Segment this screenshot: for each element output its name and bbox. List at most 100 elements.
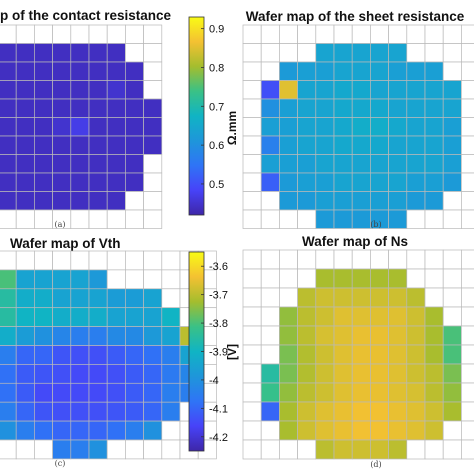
heatmap-cell-b-r4c5 [333, 98, 353, 118]
empty-cell-b-r0c4 [315, 24, 335, 44]
heatmap-cell-d-r7c1 [260, 382, 280, 403]
empty-cell-d-r3c1 [260, 306, 280, 327]
heatmap-cell-d-r7c2 [279, 382, 298, 403]
empty-cell-a-r1c7 [125, 43, 144, 63]
heatmap-cell-a-r4c1 [15, 98, 35, 118]
heatmap-cell-a-r3c7 [125, 80, 144, 100]
panel-c-label: (c) [55, 459, 66, 468]
heatmap-cell-c-r8c0 [0, 401, 17, 422]
heatmap-cell-d-r10c4 [315, 439, 335, 460]
heatmap-cell-d-r3c10 [424, 306, 444, 327]
heatmap-cell-a-r7c7 [125, 154, 144, 174]
empty-cell-d-r10c11 [442, 439, 462, 460]
heatmap-cell-a-r4c0 [0, 98, 17, 118]
heatmap-cell-b-r3c1 [260, 80, 280, 100]
heatmap-cell-b-r9c8 [388, 191, 408, 211]
heatmap-cell-d-r1c8 [388, 268, 408, 289]
heatmap-cell-d-r5c8 [388, 344, 408, 365]
heatmap-cell-c-r8c2 [34, 401, 53, 422]
heatmap-cell-d-r9c9 [406, 420, 426, 441]
heatmap-cell-d-r4c2 [279, 325, 298, 346]
heatmap-cell-a-r3c5 [88, 80, 108, 100]
heatmap-cell-a-r6c1 [15, 135, 35, 155]
empty-cell-d-r7c0 [242, 382, 262, 403]
heatmap-cell-b-r9c6 [351, 191, 371, 211]
empty-cell-b-r3c12 [461, 80, 474, 100]
heatmap-cell-d-r6c8 [388, 363, 408, 384]
heatmap-cell-a-r7c2 [34, 154, 53, 174]
colorbar-tick-label: -3.6 [209, 261, 228, 273]
colorbar-tick-label: -4.1 [209, 403, 228, 415]
empty-cell-b-r6c12 [461, 135, 474, 155]
heatmap-cell-a-r3c1 [15, 80, 35, 100]
empty-cell-d-r2c10 [424, 287, 444, 308]
heatmap-cell-a-r5c2 [34, 117, 53, 137]
heatmap-cell-a-r8c4 [70, 172, 90, 192]
empty-cell-d-r0c11 [442, 249, 462, 270]
heatmap-cell-c-r6c9 [161, 364, 181, 384]
heatmap-cell-b-r8c5 [333, 172, 353, 192]
heatmap-cell-d-r9c8 [388, 420, 408, 441]
heatmap-cell-d-r7c3 [297, 382, 317, 403]
heatmap-cell-b-r7c7 [370, 154, 389, 174]
heatmap-cell-c-r7c5 [88, 382, 108, 403]
heatmap-cell-a-r4c8 [143, 98, 163, 118]
panel-c-title: Wafer map of Vth [10, 236, 121, 251]
heatmap-cell-b-r9c2 [279, 191, 298, 211]
heatmap-cell-a-r3c2 [34, 80, 53, 100]
heatmap-cell-b-r4c4 [315, 98, 335, 118]
colorbar-top-ticks: 0.9 0.8 0.7 0.6 0.5 [201, 24, 224, 191]
heatmap-cell-b-r9c3 [297, 191, 317, 211]
empty-cell-a-r10c8 [143, 209, 163, 229]
empty-cell-c-r0c0 [0, 250, 17, 271]
empty-cell-c-r0c9 [161, 250, 181, 271]
heatmap-cell-c-r4c2 [34, 326, 53, 346]
heatmap-cell-b-r5c11 [442, 117, 462, 137]
empty-cell-b-r0c11 [442, 24, 462, 44]
empty-cell-c-r10c0 [0, 439, 17, 460]
empty-cell-d-r0c6 [351, 249, 371, 270]
heatmap-cell-c-r7c2 [34, 382, 53, 403]
empty-cell-b-r10c11 [442, 209, 462, 229]
heatmap-cell-d-r8c4 [315, 401, 335, 422]
heatmap-cell-b-r6c6 [351, 135, 371, 155]
empty-cell-b-r9c0 [242, 191, 262, 211]
empty-cell-b-r2c1 [260, 61, 280, 81]
heatmap-cell-c-r6c1 [15, 364, 35, 384]
heatmap-cell-d-r3c2 [279, 306, 298, 327]
heatmap-cell-a-r1c1 [15, 43, 35, 63]
panel-b-label: (b) [370, 220, 381, 229]
heatmap-cell-d-r8c10 [424, 401, 444, 422]
empty-cell-b-r0c10 [424, 24, 444, 44]
heatmap-cell-d-r4c5 [333, 325, 353, 346]
empty-cell-b-r5c12 [461, 117, 474, 137]
heatmap-cell-b-r3c3 [297, 80, 317, 100]
heatmap-cell-d-r5c11 [442, 344, 462, 365]
panel-b: Wafer map of the sheet resistance (b) [242, 9, 474, 229]
empty-cell-b-r6c0 [242, 135, 262, 155]
heatmap-cell-a-r1c4 [70, 43, 90, 63]
heatmap-cell-a-r5c3 [52, 117, 72, 137]
colorbar-bottom-ticks: -3.6 -3.7 -3.8 -3.9 -4 -4.1 -4.2 [201, 261, 228, 444]
heatmap-cell-c-r6c5 [88, 364, 108, 384]
heatmap-cell-c-r9c3 [52, 420, 72, 441]
empty-cell-a-r0c8 [143, 24, 163, 44]
heatmap-cell-a-r9c5 [88, 191, 108, 211]
heatmap-cell-b-r2c9 [406, 61, 426, 81]
heatmap-cell-b-r4c10 [424, 98, 444, 118]
heatmap-cell-c-r2c6 [106, 288, 126, 309]
heatmap-cell-b-r10c4 [315, 209, 335, 229]
colorbar-top: 0.9 0.8 0.7 0.6 0.5 Ω.mm [188, 16, 239, 216]
heatmap-cell-b-r7c3 [297, 154, 317, 174]
heatmap-cell-c-r5c0 [0, 345, 17, 365]
heatmap-cell-a-r3c4 [70, 80, 90, 100]
heatmap-cell-d-r8c9 [406, 401, 426, 422]
empty-cell-d-r1c1 [260, 268, 280, 289]
heatmap-cell-d-r6c4 [315, 363, 335, 384]
heatmap-cell-b-r5c9 [406, 117, 426, 137]
empty-cell-c-r9c9 [161, 420, 181, 441]
empty-cell-d-r3c12 [461, 306, 474, 327]
empty-cell-c-r1c6 [106, 269, 126, 290]
heatmap-cell-c-r2c1 [15, 288, 35, 309]
empty-cell-d-r2c12 [461, 287, 474, 308]
